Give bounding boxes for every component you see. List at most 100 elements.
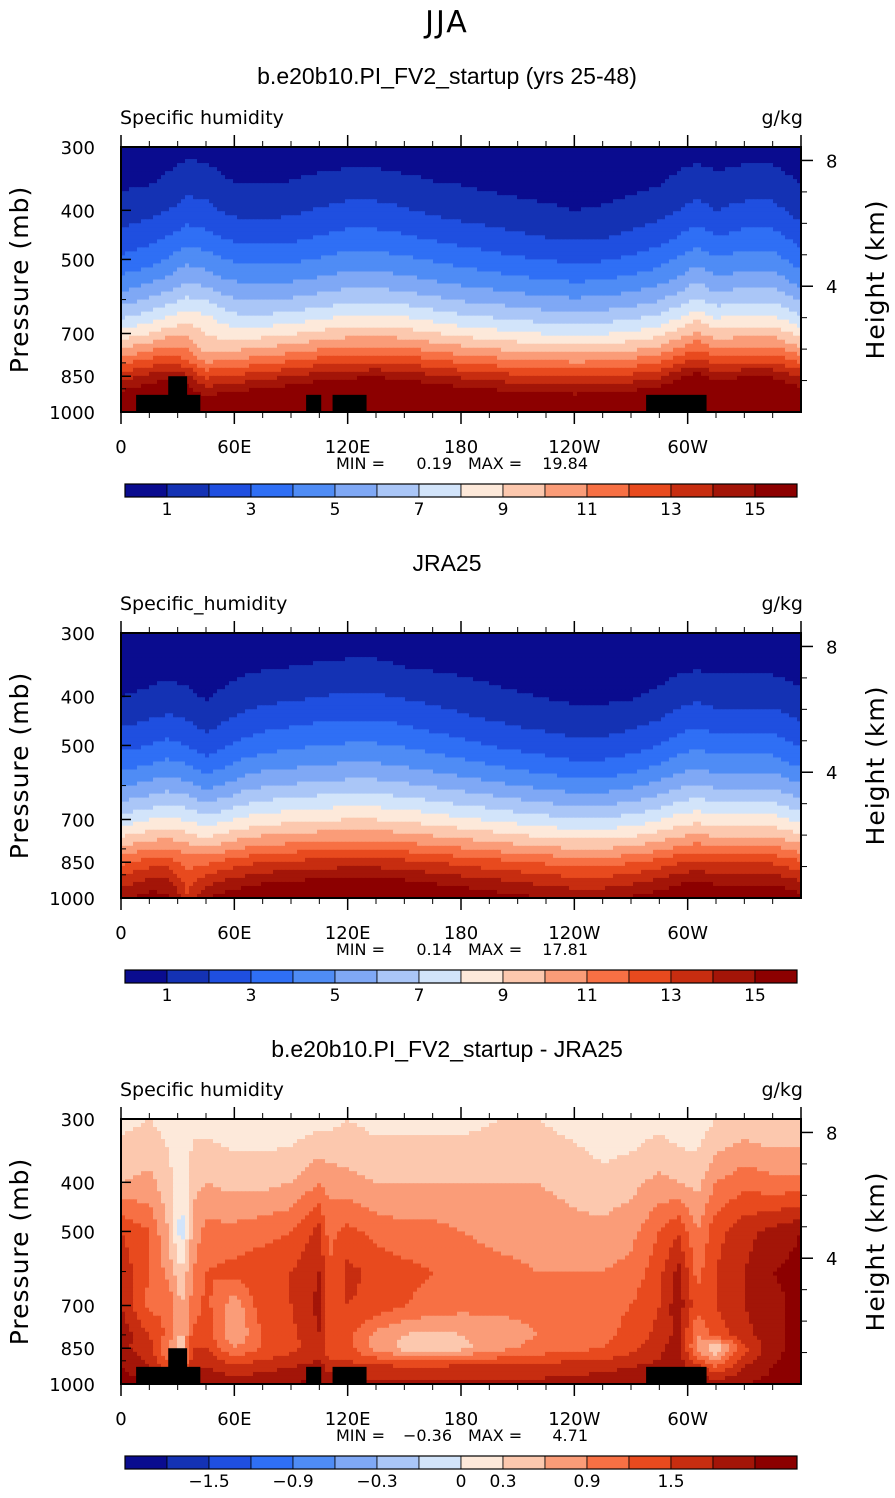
contour-cell xyxy=(177,215,182,220)
contour-cell xyxy=(157,239,162,244)
contour-cell xyxy=(293,211,298,216)
contour-cell xyxy=(765,255,770,260)
contour-cell xyxy=(589,199,594,204)
contour-cell xyxy=(665,159,670,164)
contour-cell xyxy=(225,227,230,232)
contour-cell xyxy=(161,223,166,228)
contour-cell xyxy=(325,239,330,244)
contour-cell xyxy=(729,175,734,180)
contour-cell xyxy=(501,247,506,252)
contour-cell xyxy=(789,203,794,208)
contour-cell xyxy=(385,171,390,176)
contour-cell xyxy=(281,203,286,208)
contour-cell xyxy=(553,175,558,180)
contour-cell xyxy=(777,183,782,188)
contour-cell xyxy=(685,223,690,228)
contour-cell xyxy=(765,163,770,168)
contour-cell xyxy=(437,183,442,188)
contour-cell xyxy=(713,163,718,168)
contour-cell xyxy=(289,175,294,180)
contour-cell xyxy=(613,259,618,264)
contour-cell xyxy=(681,155,686,160)
contour-cell xyxy=(393,231,398,236)
contour-cell xyxy=(245,199,250,204)
contour-cell xyxy=(417,247,422,252)
contour-cell xyxy=(625,167,630,172)
contour-cell xyxy=(637,159,642,164)
contour-cell xyxy=(329,167,334,172)
contour-cell xyxy=(353,151,358,156)
contour-cell xyxy=(773,247,778,252)
contour-cell xyxy=(717,207,722,212)
contour-cell xyxy=(605,151,610,156)
contour-cell xyxy=(481,151,486,156)
contour-cell xyxy=(321,151,326,156)
contour-cell xyxy=(317,191,322,196)
contour-cell xyxy=(705,187,710,192)
contour-cell xyxy=(141,239,146,244)
contour-cell xyxy=(305,167,310,172)
contour-cell xyxy=(733,191,738,196)
contour-cell xyxy=(429,163,434,168)
contour-cell xyxy=(373,159,378,164)
contour-cell xyxy=(193,195,198,200)
contour-cell xyxy=(485,223,490,228)
contour-cell xyxy=(305,175,310,180)
contour-cell xyxy=(633,187,638,192)
contour-cell xyxy=(249,171,254,176)
contour-cell xyxy=(601,231,606,236)
contour-cell xyxy=(285,167,290,172)
contour-cell xyxy=(385,255,390,260)
contour-cell xyxy=(173,259,178,264)
contour-cell xyxy=(477,179,482,184)
contour-cell xyxy=(493,215,498,220)
contour-cell xyxy=(137,243,142,248)
contour-cell xyxy=(677,191,682,196)
contour-cell xyxy=(697,171,702,176)
contour-cell xyxy=(601,187,606,192)
contour-cell xyxy=(157,179,162,184)
contour-cell xyxy=(637,215,642,220)
contour-cell xyxy=(733,231,738,236)
contour-cell xyxy=(213,251,218,256)
contour-cell xyxy=(233,251,238,256)
contour-cell xyxy=(685,239,690,244)
contour-cell xyxy=(529,175,534,180)
contour-cell xyxy=(641,171,646,176)
contour-cell xyxy=(769,223,774,228)
contour-cell xyxy=(529,227,534,232)
contour-cell xyxy=(193,207,198,212)
contour-cell xyxy=(369,151,374,156)
contour-cell xyxy=(633,195,638,200)
contour-cell xyxy=(221,183,226,188)
contour-cell xyxy=(685,251,690,256)
contour-cell xyxy=(697,155,702,160)
contour-cell xyxy=(461,191,466,196)
contour-cell xyxy=(333,227,338,232)
contour-cell xyxy=(345,163,350,168)
contour-cell xyxy=(161,207,166,212)
contour-cell xyxy=(753,155,758,160)
contour-cell xyxy=(133,179,138,184)
contour-cell xyxy=(449,227,454,232)
contour-cell xyxy=(577,259,582,264)
contour-cell xyxy=(745,159,750,164)
contour-cell xyxy=(385,207,390,212)
contour-cell xyxy=(617,259,622,264)
contour-cell xyxy=(249,263,254,268)
contour-cell xyxy=(321,211,326,216)
contour-cell xyxy=(425,223,430,228)
contour-cell xyxy=(313,187,318,192)
contour-cell xyxy=(201,175,206,180)
contour-cell xyxy=(161,191,166,196)
contour-cell xyxy=(325,223,330,228)
contour-cell xyxy=(605,199,610,204)
contour-cell xyxy=(533,155,538,160)
contour-cell xyxy=(313,251,318,256)
contour-cell xyxy=(689,159,694,164)
contour-cell xyxy=(537,191,542,196)
contour-cell xyxy=(605,239,610,244)
contour-cell xyxy=(229,207,234,212)
contour-cell xyxy=(393,175,398,180)
contour-cell xyxy=(357,207,362,212)
